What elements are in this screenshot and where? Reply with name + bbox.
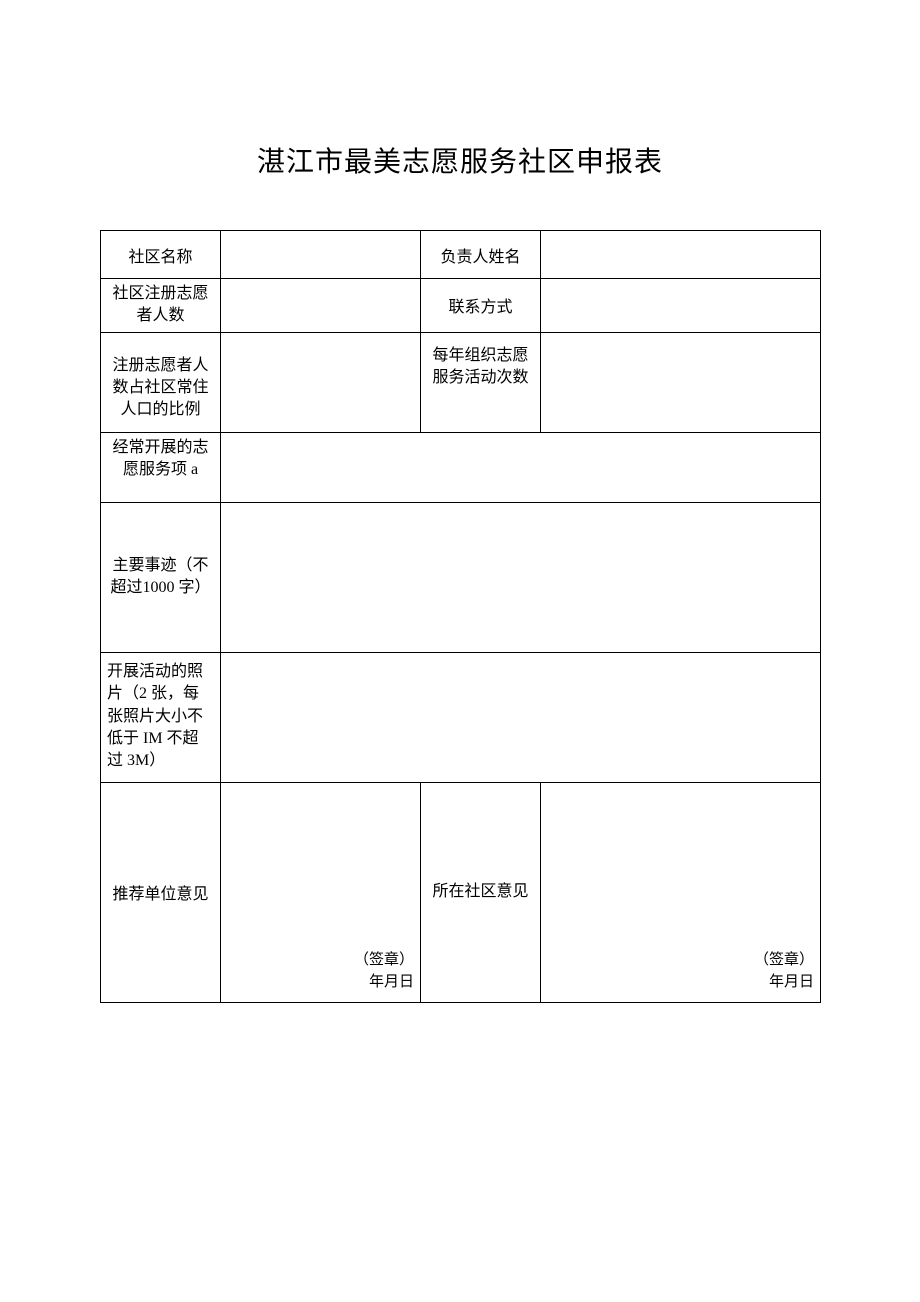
community-name-value	[221, 231, 421, 279]
contact-value	[541, 279, 821, 333]
signature-date-label: 年月日	[547, 971, 814, 994]
ratio-label: 注册志愿者人数占社区常住人口的比例	[101, 332, 221, 432]
service-projects-value	[221, 432, 821, 502]
contact-label: 联系方式	[421, 279, 541, 333]
recommend-unit-label: 推荐单位意见	[101, 782, 221, 1002]
leader-name-value	[541, 231, 821, 279]
leader-name-label: 负责人姓名	[421, 231, 541, 279]
table-row: 主要事迹（不超过1000 字）	[101, 502, 821, 652]
signature-date-label: 年月日	[227, 971, 414, 994]
activity-count-value	[541, 332, 821, 432]
signature-seal-label: （签章）	[227, 949, 414, 972]
signature-seal-label: （签章）	[547, 949, 814, 972]
community-opinion-signature: （签章） 年月日	[541, 782, 821, 1002]
recommend-unit-signature: （签章） 年月日	[221, 782, 421, 1002]
table-row: 社区名称 负责人姓名	[101, 231, 821, 279]
page-title: 湛江市最美志愿服务社区申报表	[100, 140, 820, 180]
table-row: 注册志愿者人数占社区常住人口的比例 每年组织志愿服务活动次数	[101, 332, 821, 432]
ratio-value	[221, 332, 421, 432]
registered-volunteers-value	[221, 279, 421, 333]
community-name-label: 社区名称	[101, 231, 221, 279]
main-deeds-label: 主要事迹（不超过1000 字）	[101, 502, 221, 652]
community-opinion-label: 所在社区意见	[421, 782, 541, 1002]
service-projects-label: 经常开展的志愿服务项 a	[101, 432, 221, 502]
main-deeds-value	[221, 502, 821, 652]
photos-value	[221, 652, 821, 782]
table-row: 开展活动的照片（2 张，每张照片大小不低于 IM 不超过 3M）	[101, 652, 821, 782]
application-form-table: 社区名称 负责人姓名 社区注册志愿者人数 联系方式 注册志愿者人数占社区常住人口…	[100, 230, 821, 1003]
table-row: 经常开展的志愿服务项 a	[101, 432, 821, 502]
registered-volunteers-label: 社区注册志愿者人数	[101, 279, 221, 333]
photos-label: 开展活动的照片（2 张，每张照片大小不低于 IM 不超过 3M）	[101, 652, 221, 782]
table-row: 社区注册志愿者人数 联系方式	[101, 279, 821, 333]
activity-count-label: 每年组织志愿服务活动次数	[421, 332, 541, 432]
table-row: 推荐单位意见 （签章） 年月日 所在社区意见 （签章） 年月日	[101, 782, 821, 1002]
